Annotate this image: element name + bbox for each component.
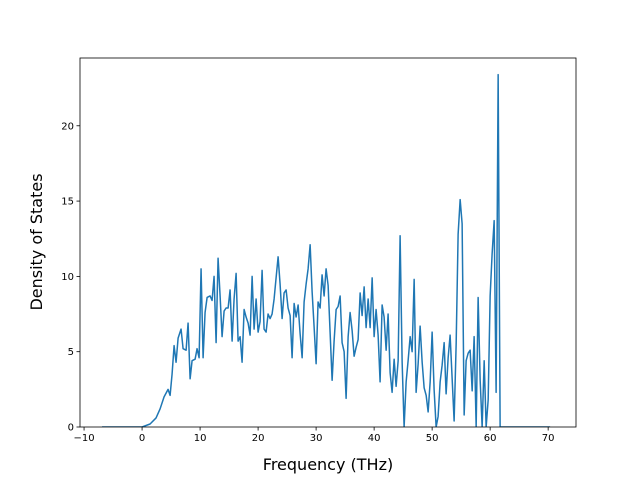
x-tick-label: 20 — [252, 433, 265, 444]
x-tick-label: 70 — [542, 433, 555, 444]
x-tick-label: −10 — [74, 433, 95, 444]
y-tick-label: 20 — [61, 121, 74, 132]
x-tick-label: 50 — [426, 433, 439, 444]
dos-line — [102, 73, 551, 427]
axes-frame — [79, 57, 577, 428]
y-tick-label: 10 — [61, 272, 74, 283]
y-tick-label: 15 — [61, 197, 74, 208]
x-tick-label: 60 — [484, 433, 497, 444]
x-tick-label: 10 — [194, 433, 207, 444]
x-axis-label: Frequency (THz) — [263, 455, 393, 474]
y-tick-label: 5 — [68, 347, 74, 358]
x-tick-label: 0 — [139, 433, 145, 444]
y-tick-label: 0 — [68, 423, 74, 434]
y-axis-label: Density of States — [27, 173, 46, 310]
x-tick-label: 30 — [310, 433, 323, 444]
x-tick-label: 40 — [368, 433, 381, 444]
